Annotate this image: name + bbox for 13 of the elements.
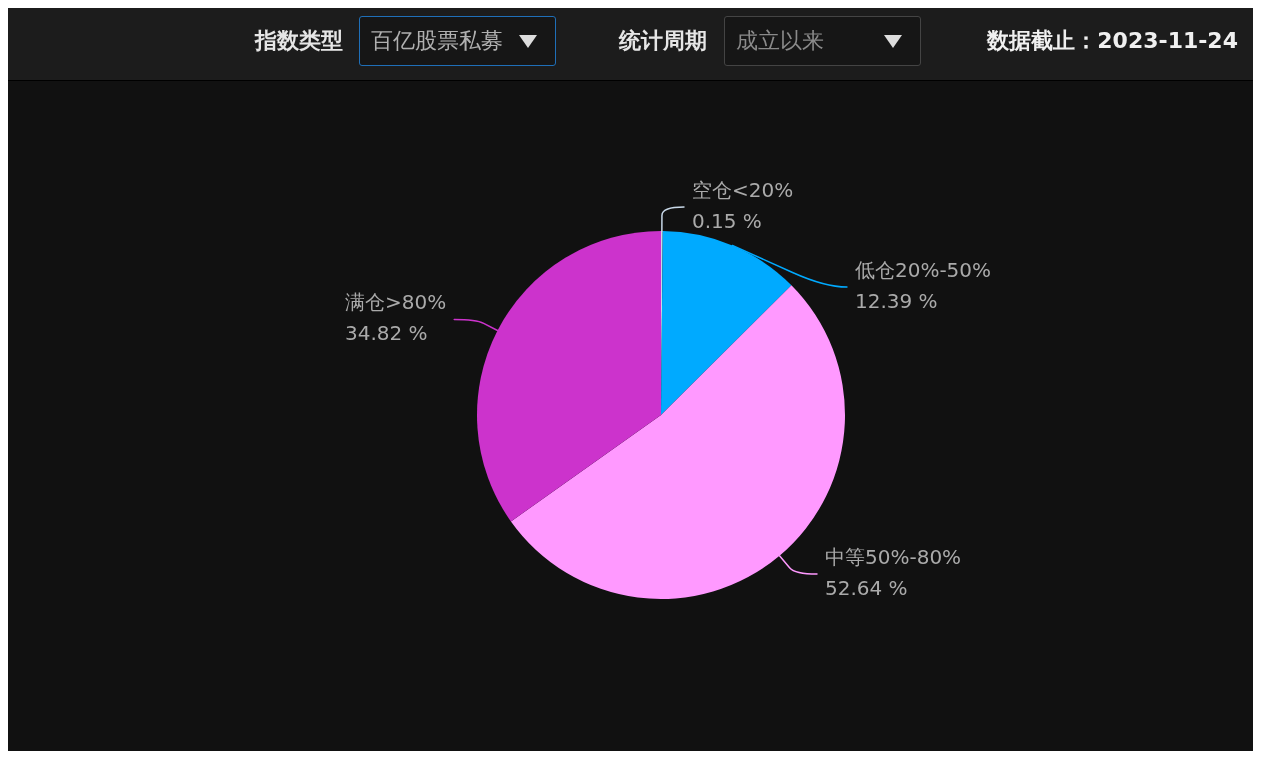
slice-label: 满仓>80% [345, 290, 447, 315]
slice-label: 低仓20%-50% [854, 257, 992, 282]
text: 数据截止：2023-11-24 [987, 27, 1238, 55]
data-label: 12.39 % [854, 288, 938, 313]
slice-label: 空仓<20% [691, 177, 794, 202]
data-label: 0.15 % [691, 208, 762, 233]
dropdown: 成立以来 [724, 16, 921, 66]
dropdown: 百亿股票私募 [359, 16, 556, 66]
text: 指数类型 [255, 27, 343, 55]
text: 统计周期 [619, 27, 707, 55]
slice-label: 中等50%-80% [824, 544, 962, 569]
data-label: 52.64 % [824, 575, 908, 600]
data-label: 34.82 % [345, 321, 428, 346]
